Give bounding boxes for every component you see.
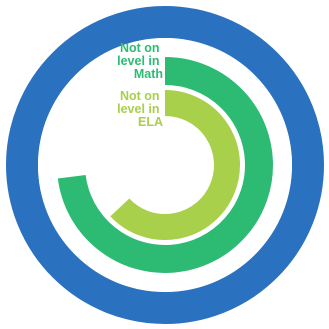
- math-label-line-3: Math: [134, 67, 163, 81]
- ela-bar: [110, 90, 240, 240]
- ela-label-line-2: level in: [117, 102, 159, 116]
- math-label-line-2: level in: [117, 54, 159, 68]
- math-label-line-1: Not on: [120, 41, 160, 55]
- ela-label-line-3: ELA: [138, 115, 163, 129]
- ela-label: Not on level in ELA: [117, 89, 163, 129]
- outer-ring-frame: [6, 6, 324, 324]
- ela-label-line-1: Not on: [120, 89, 160, 103]
- math-label: Not on level in Math: [117, 41, 163, 81]
- math-bar: [57, 57, 273, 273]
